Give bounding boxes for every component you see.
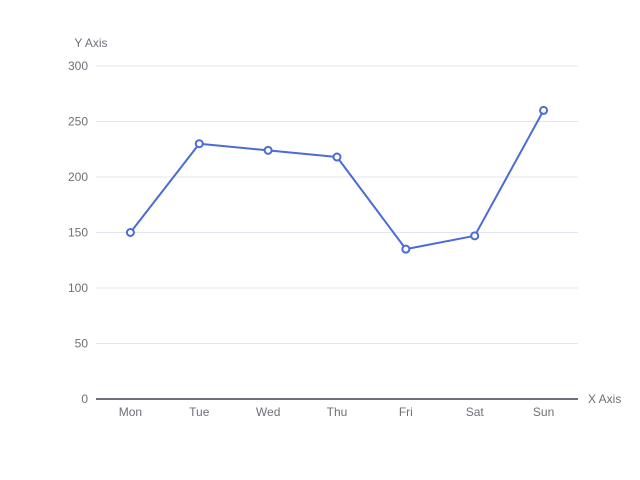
data-point-marker[interactable]: [539, 105, 549, 115]
series-line: [129, 109, 545, 251]
x-tick-label: Sat: [466, 405, 485, 419]
data-point-marker[interactable]: [401, 244, 411, 254]
y-tick-label: 100: [68, 281, 88, 295]
x-tick-label: Sun: [533, 405, 554, 419]
y-tick-label: 250: [68, 115, 88, 129]
line-series: [129, 109, 545, 251]
data-point-marker[interactable]: [470, 231, 480, 241]
data-point-markers: [125, 105, 549, 254]
x-tick-label: Wed: [256, 405, 280, 419]
x-tick-label: Mon: [119, 405, 142, 419]
x-tick-label: Tue: [189, 405, 210, 419]
y-tick-label: 0: [81, 392, 88, 406]
x-tick-labels: Mon Tue Wed Thu Fri Sat Sun: [119, 405, 554, 419]
y-tick-label: 150: [68, 226, 88, 240]
y-gridlines: [96, 65, 578, 344]
y-tick-label: 200: [68, 170, 88, 184]
data-point-marker[interactable]: [125, 228, 135, 237]
y-tick-labels: 0 50 100 150 200 250 300: [68, 59, 88, 406]
data-point-marker[interactable]: [194, 139, 204, 149]
data-point-marker[interactable]: [332, 152, 342, 162]
y-tick-label: 300: [68, 59, 88, 73]
x-axis-title: X Axis: [588, 392, 621, 406]
x-tick-label: Fri: [399, 405, 413, 419]
y-axis-title: Y Axis: [74, 36, 107, 50]
data-point-marker[interactable]: [263, 145, 273, 155]
y-tick-label: 50: [75, 337, 89, 351]
x-tick-label: Thu: [327, 405, 348, 419]
